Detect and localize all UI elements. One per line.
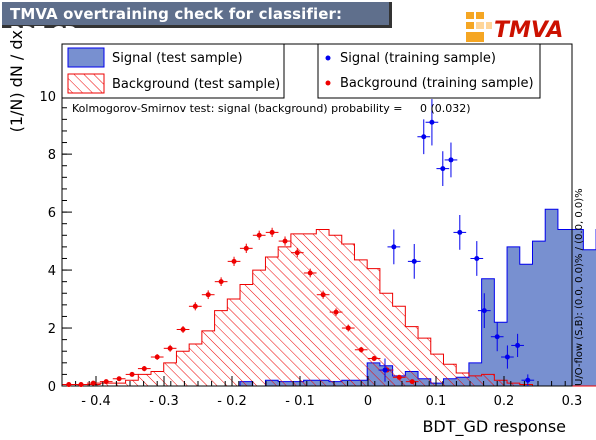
y-axis-label: (1/N) dN / dx xyxy=(7,30,26,132)
background-train-point xyxy=(409,379,415,385)
background-train-point xyxy=(320,292,326,298)
background-train-point xyxy=(205,292,211,298)
legend-background-train-marker xyxy=(325,80,331,86)
x-tick-label: - 0.1 xyxy=(285,394,315,409)
legend-background-test-swatch xyxy=(67,73,105,94)
background-train-point xyxy=(294,250,300,256)
ks-test-text: Kolmogorov-Smirnov test: signal (backgro… xyxy=(72,102,471,115)
overflow-note: U/O-flow (S,B): (0.0, 0.0)% / (0.0, 0.0)… xyxy=(574,188,585,386)
tmva-logo: TMVA xyxy=(462,8,572,48)
background-train-point xyxy=(282,238,288,244)
y-tick-label: 2 xyxy=(48,322,56,337)
background-train-point xyxy=(66,382,72,388)
x-tick-label: 0.2 xyxy=(494,394,515,409)
signal-train-point xyxy=(525,377,531,383)
y-tick-label: 10 xyxy=(39,90,56,105)
signal-train-point xyxy=(382,367,388,373)
x-axis-label: BDT_GD response xyxy=(422,417,566,437)
background-train-point xyxy=(90,380,96,386)
chart-title: TMVA overtraining check for classifier: … xyxy=(10,5,343,41)
background-train-point xyxy=(180,326,186,332)
logo-text: TMVA xyxy=(494,18,563,43)
y-tick-label: 8 xyxy=(48,148,56,163)
signal-train-point xyxy=(494,334,500,340)
y-tick-label: 4 xyxy=(48,264,56,279)
signal-train-point xyxy=(515,342,521,348)
x-tick-label: - 0.4 xyxy=(81,394,111,409)
x-tick-label: - 0.3 xyxy=(149,394,179,409)
background-train-point xyxy=(243,245,249,251)
background-train-point xyxy=(129,371,135,377)
x-tick-label: 0 xyxy=(364,394,372,409)
signal-train-point xyxy=(391,244,397,250)
legend-signal-train-label: Signal (training sample) xyxy=(340,51,496,66)
signal-train-point xyxy=(504,354,510,360)
legend-signal-test-label: Signal (test sample) xyxy=(112,51,243,66)
signal-train-point xyxy=(474,255,480,261)
x-tick-label: 0.1 xyxy=(426,394,447,409)
title-banner: TMVA overtraining check for classifier: … xyxy=(2,2,392,41)
background-train-point xyxy=(154,354,160,360)
plot-frame xyxy=(61,43,573,387)
signal-train-point xyxy=(429,119,435,125)
signal-train-point xyxy=(457,229,463,235)
legend-train xyxy=(317,43,541,99)
background-train-point xyxy=(141,366,147,372)
background-train-point xyxy=(345,325,351,331)
y-tick-label: 0 xyxy=(48,380,56,395)
signal-train-point xyxy=(481,308,487,314)
background-train-point xyxy=(396,374,402,380)
x-tick-label: - 0.2 xyxy=(217,394,247,409)
background-train-point xyxy=(103,379,109,385)
background-train-point xyxy=(192,303,198,309)
background-train-point xyxy=(116,376,122,382)
x-tick-label: 0.3 xyxy=(562,394,583,409)
legend-background-train-label: Background (training sample) xyxy=(340,76,534,91)
background-train-point xyxy=(231,258,237,264)
legend-background-test-label: Background (test sample) xyxy=(112,77,280,92)
legend-signal-train-marker xyxy=(325,55,331,61)
background-train-point xyxy=(371,355,377,361)
background-train-point xyxy=(333,309,339,315)
signal-train-point xyxy=(440,166,446,172)
background-train-point xyxy=(78,382,84,388)
background-train-point xyxy=(218,279,224,285)
background-train-point xyxy=(167,345,173,351)
y-tick-label: 6 xyxy=(48,206,56,221)
signal-train-point xyxy=(448,157,454,163)
background-train-point xyxy=(307,270,313,276)
signal-train-point xyxy=(411,258,417,264)
background-train-point xyxy=(358,347,364,353)
background-train-point xyxy=(256,232,262,238)
signal-train-point xyxy=(421,134,427,140)
legend-signal-test-swatch xyxy=(67,47,105,68)
background-train-point xyxy=(269,229,275,235)
